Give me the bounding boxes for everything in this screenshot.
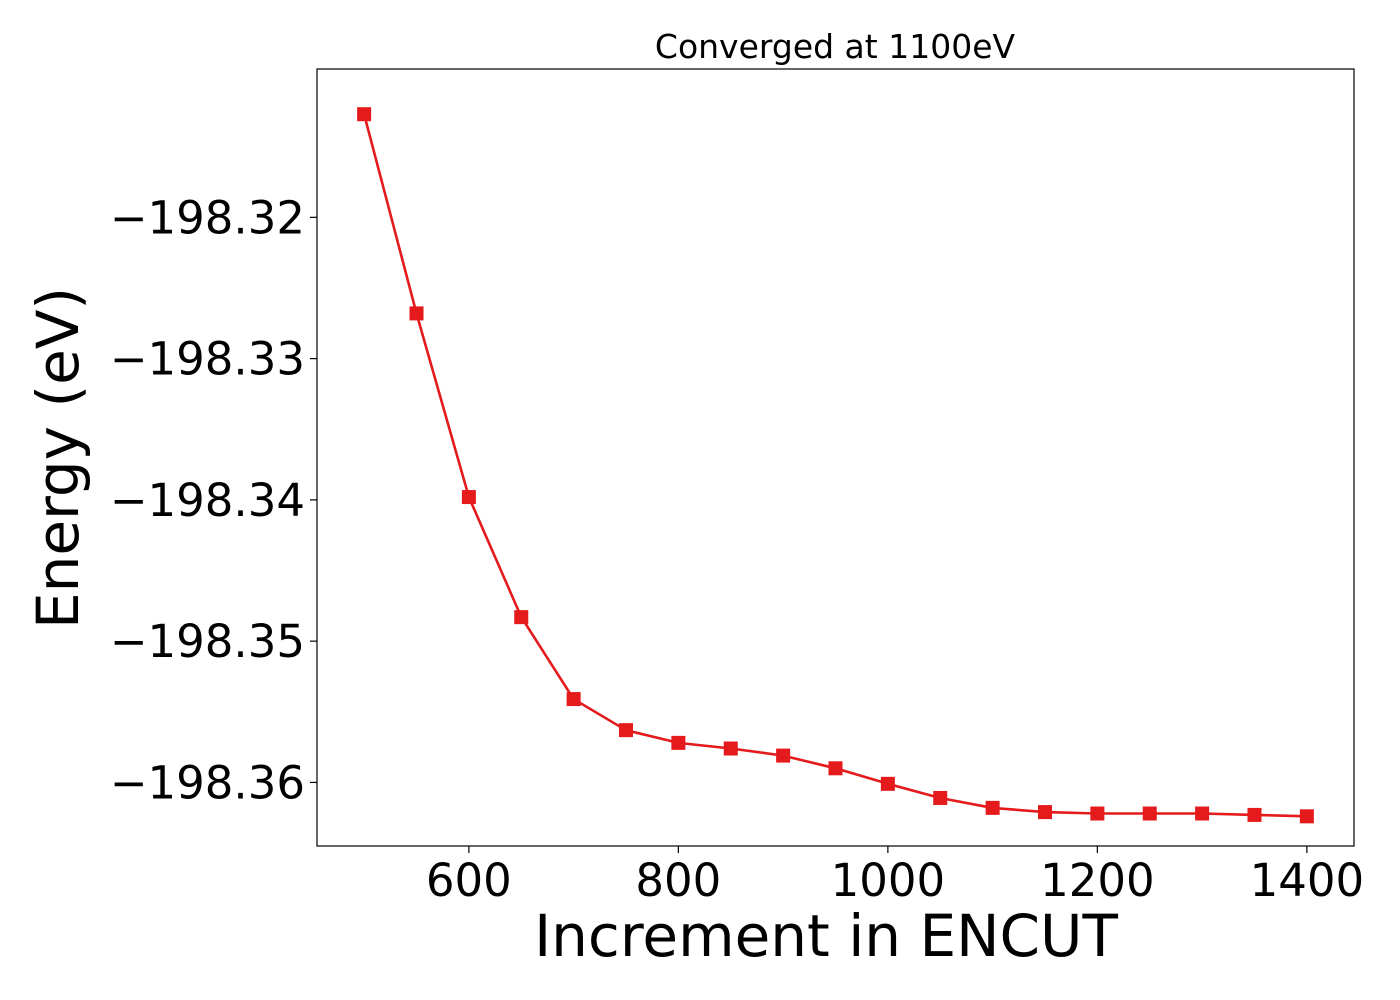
y-tick-label: −198.35 bbox=[110, 615, 305, 668]
y-tick-label: −198.33 bbox=[110, 333, 305, 386]
data-point bbox=[723, 741, 738, 756]
series-layer bbox=[357, 107, 1314, 824]
data-point bbox=[1090, 806, 1105, 821]
x-tick-label: 1000 bbox=[831, 854, 946, 907]
x-axis-label: Increment in ENCUT bbox=[534, 902, 1118, 970]
data-point bbox=[1247, 807, 1262, 822]
y-axis: −198.32 −198.33 −198.34 −198.35 −198.36 bbox=[110, 191, 317, 809]
data-point bbox=[357, 107, 372, 122]
y-tick-label: −198.34 bbox=[110, 474, 305, 527]
x-tick-label: 600 bbox=[426, 854, 512, 907]
y-axis-label: Energy (eV) bbox=[24, 287, 92, 629]
data-point bbox=[671, 735, 686, 750]
data-point bbox=[776, 748, 791, 763]
data-point bbox=[619, 723, 634, 738]
data-point bbox=[1142, 806, 1157, 821]
data-point bbox=[1195, 806, 1210, 821]
data-point bbox=[1299, 809, 1314, 824]
plot-area bbox=[316, 68, 1355, 847]
data-point bbox=[933, 790, 948, 805]
data-point bbox=[514, 610, 529, 625]
data-point bbox=[566, 692, 581, 707]
data-point bbox=[880, 776, 895, 791]
data-point bbox=[461, 490, 476, 505]
data-point bbox=[409, 306, 424, 321]
x-tick-label: 800 bbox=[635, 854, 721, 907]
x-axis: 600 800 1000 1200 1400 bbox=[426, 846, 1364, 907]
series-line bbox=[362, 113, 1307, 818]
data-point bbox=[1037, 805, 1052, 820]
y-tick-label: −198.36 bbox=[110, 756, 305, 809]
chart-title: Converged at 1100eV bbox=[655, 27, 1016, 66]
x-tick-label: 1400 bbox=[1250, 854, 1365, 907]
y-tick-label: −198.32 bbox=[110, 191, 305, 244]
x-tick-label: 1200 bbox=[1040, 854, 1155, 907]
data-point bbox=[828, 761, 843, 776]
data-point bbox=[985, 800, 1000, 815]
